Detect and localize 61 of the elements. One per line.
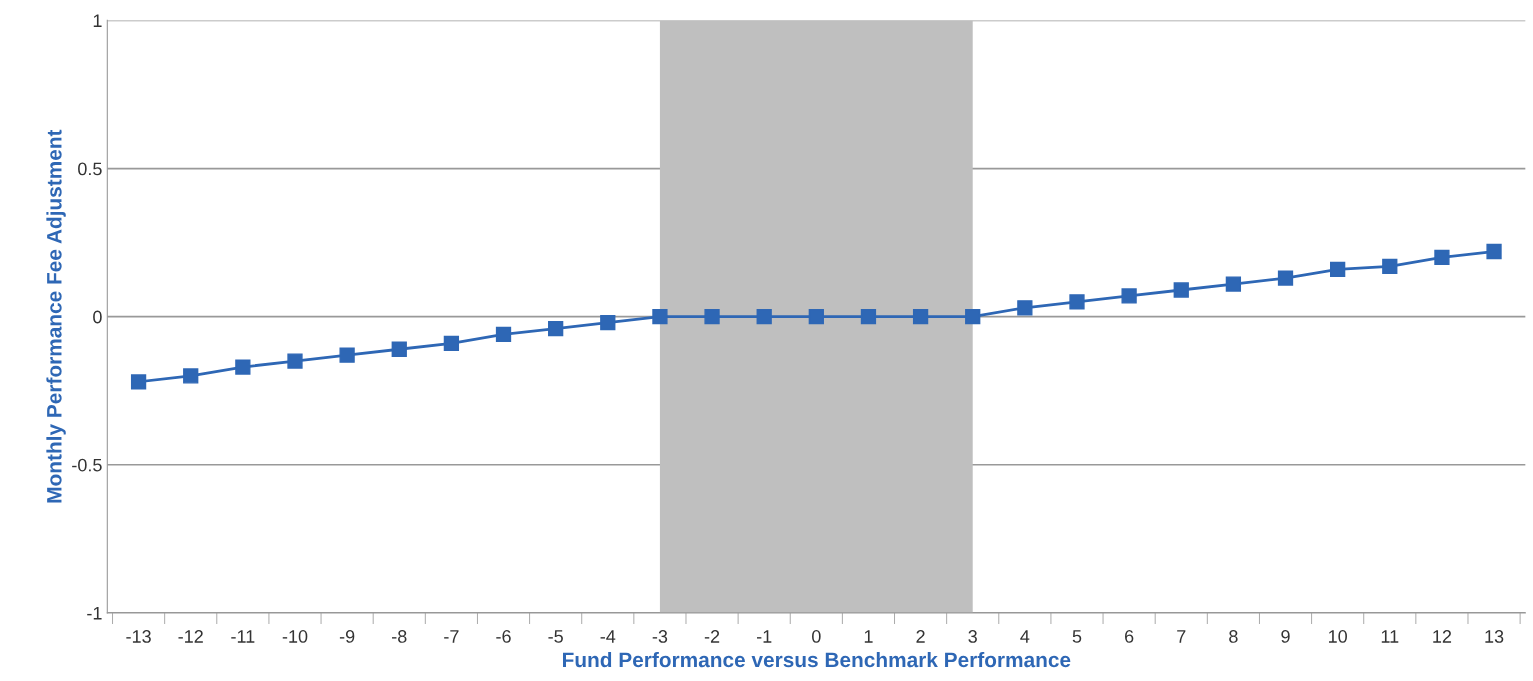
point xyxy=(1121,288,1137,304)
x-tick-label: 9 xyxy=(1281,630,1290,643)
y-tick-label: -0.5 xyxy=(72,458,102,472)
x-tick-label: -12 xyxy=(178,630,203,643)
x-tick-label: -3 xyxy=(652,630,668,643)
point xyxy=(1382,258,1398,274)
x-tick-label: 3 xyxy=(968,630,977,643)
x-tick-label: -4 xyxy=(600,630,616,643)
point xyxy=(1173,282,1189,298)
x-axis-title: Fund Performance versus Benchmark Performance xyxy=(563,651,1071,668)
point xyxy=(287,353,303,369)
x-tick-label: -9 xyxy=(339,630,355,643)
y-tick-label: -1 xyxy=(87,607,102,620)
point xyxy=(235,359,251,375)
point xyxy=(443,335,460,351)
x-tick-label: 11 xyxy=(1381,630,1399,643)
x-tick-label: -11 xyxy=(231,630,255,643)
x-tick-label: 1 xyxy=(864,630,873,643)
x-tick-label: -1 xyxy=(756,630,772,643)
point xyxy=(1434,249,1450,266)
point xyxy=(912,309,929,325)
x-tick-label: -2 xyxy=(704,630,720,643)
x-tick-label: 0 xyxy=(812,630,821,643)
x-tick-label: -8 xyxy=(392,630,407,643)
x-tick-label: -7 xyxy=(444,630,459,643)
x-tick-label: 8 xyxy=(1229,630,1238,643)
point xyxy=(652,309,668,325)
x-tick-label: 13 xyxy=(1485,630,1504,643)
x-tick-label: 6 xyxy=(1125,630,1134,643)
point xyxy=(495,326,512,343)
point xyxy=(183,368,199,384)
point xyxy=(1225,276,1242,292)
point xyxy=(1330,261,1346,277)
x-tick-label: 4 xyxy=(1020,630,1030,643)
point xyxy=(1017,300,1033,316)
x-tick-label: -6 xyxy=(496,630,511,643)
point xyxy=(1277,270,1294,286)
y-axis-title: Monthly Performance Fee Adjustment xyxy=(46,129,66,503)
y-tick-label: 0.5 xyxy=(78,162,102,176)
x-tick-label: 2 xyxy=(916,630,925,643)
x-tick-label: -5 xyxy=(548,630,563,643)
y-tick-label: 1 xyxy=(93,14,102,27)
point xyxy=(704,309,720,325)
y-tick-label: 0 xyxy=(93,310,102,324)
point xyxy=(1069,294,1085,310)
point xyxy=(339,347,355,363)
point xyxy=(600,314,616,331)
point xyxy=(756,309,772,325)
point xyxy=(130,374,147,390)
x-tick-label: 7 xyxy=(1177,630,1186,643)
x-tick-label: 12 xyxy=(1433,630,1452,643)
point xyxy=(391,341,407,357)
x-tick-label: 5 xyxy=(1072,630,1082,643)
point xyxy=(1486,243,1502,260)
point xyxy=(548,320,564,337)
x-tick-label: -10 xyxy=(282,630,308,643)
point xyxy=(808,309,824,325)
x-tick-label: -13 xyxy=(126,630,151,643)
point xyxy=(860,309,877,325)
x-tick-label: 10 xyxy=(1328,630,1347,643)
point xyxy=(965,309,981,325)
